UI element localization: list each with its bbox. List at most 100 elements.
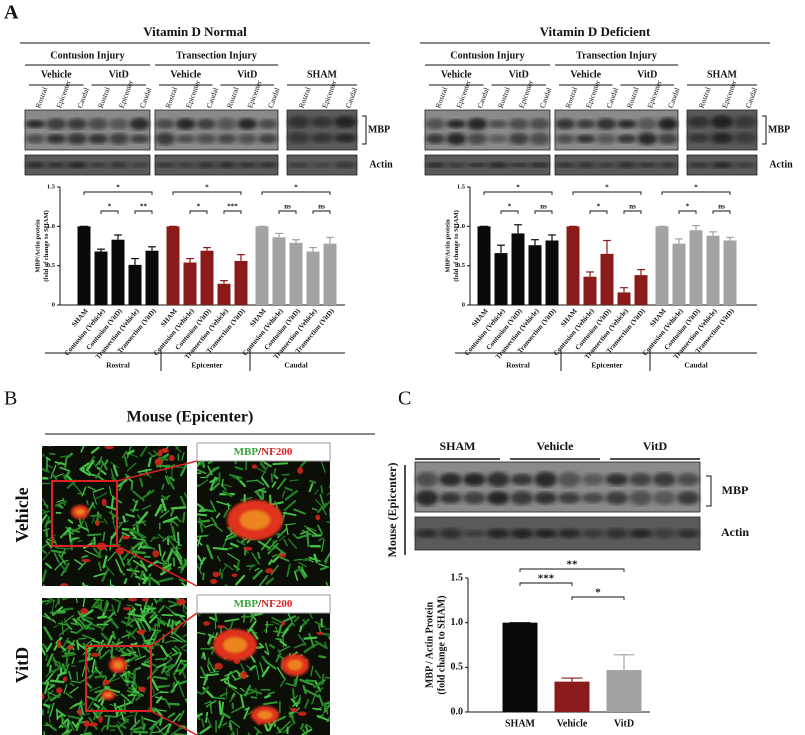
fiber — [199, 725, 212, 735]
row-label: Vehicle — [12, 487, 32, 542]
sig-bracket — [534, 210, 553, 214]
sig-bracket — [172, 191, 242, 195]
bar — [217, 283, 231, 305]
lane-label: Epicenter — [517, 79, 535, 110]
fiber — [254, 567, 260, 572]
stain-box — [196, 442, 331, 462]
fiber — [98, 462, 104, 476]
y-axis-label: MBP/Actin protein — [34, 219, 41, 273]
fiber — [120, 650, 131, 657]
fiber — [116, 600, 122, 613]
fiber — [67, 519, 74, 524]
fiber — [154, 696, 166, 701]
fiber — [209, 706, 213, 715]
stain-green: MBP — [234, 446, 259, 458]
stain-separator: / — [257, 598, 262, 610]
fiber — [107, 611, 116, 619]
fiber — [67, 714, 82, 720]
fiber — [166, 548, 174, 562]
blot-band — [616, 134, 637, 144]
fiber — [150, 602, 154, 609]
lane-label: Caudal — [75, 86, 91, 109]
fiber — [170, 508, 175, 517]
blot-frame — [414, 461, 701, 513]
fiber — [42, 584, 45, 586]
fiber — [103, 459, 109, 466]
blot-band — [439, 492, 463, 504]
fiber — [201, 686, 209, 695]
fiber — [62, 607, 74, 611]
fiber — [97, 561, 103, 572]
fiber — [96, 474, 106, 482]
axon — [212, 571, 220, 578]
axon — [231, 573, 238, 578]
blot-band — [87, 133, 108, 144]
fiber — [175, 549, 183, 559]
blot-bg — [155, 110, 278, 150]
fiber — [65, 623, 73, 630]
sig-bracket — [312, 210, 331, 214]
fiber — [123, 578, 128, 585]
fiber — [264, 694, 271, 699]
fiber — [171, 712, 181, 724]
lane-label: Rostral — [225, 86, 241, 109]
stain-red: NF200 — [261, 598, 293, 610]
sig-label: ns — [318, 203, 325, 211]
bar — [289, 242, 303, 305]
fiber — [326, 520, 330, 524]
stain-label: MBP/NF200 — [234, 446, 293, 458]
fiber — [123, 717, 129, 724]
fiber — [230, 720, 241, 728]
fiber — [281, 490, 286, 498]
fiber — [162, 516, 178, 524]
axon — [265, 568, 274, 574]
fiber — [202, 652, 207, 661]
fiber — [324, 700, 330, 705]
fiber — [63, 564, 69, 573]
fiber — [165, 605, 173, 612]
lane-label: Epicenter — [184, 79, 202, 110]
fiber — [49, 453, 56, 455]
blot-band — [596, 162, 617, 168]
fiber — [45, 642, 53, 653]
micrograph — [42, 598, 187, 735]
blot-band — [487, 162, 508, 168]
blot-band — [605, 528, 629, 539]
fiber — [275, 637, 283, 641]
fiber — [144, 659, 152, 664]
blot-band — [486, 472, 510, 487]
fiber — [328, 482, 330, 489]
fiber — [67, 670, 72, 680]
lane-label: Caudal — [138, 86, 154, 109]
blot-frame — [24, 154, 151, 176]
fiber — [317, 563, 330, 568]
fiber — [158, 544, 162, 557]
region-label: Mouse (Epicenter) — [385, 463, 399, 558]
bar — [494, 253, 508, 305]
blot-image — [554, 154, 679, 176]
lane-label: Rostral — [496, 86, 512, 109]
fiber — [326, 491, 330, 496]
blot-band — [439, 528, 463, 539]
fiber — [244, 684, 252, 697]
blot-band — [629, 529, 653, 538]
fiber — [42, 601, 44, 604]
axon — [102, 679, 110, 686]
blot-band — [257, 162, 278, 168]
fiber — [142, 576, 149, 585]
fiber — [52, 659, 61, 664]
fiber — [168, 622, 178, 627]
fiber — [78, 713, 91, 716]
fiber — [58, 553, 67, 566]
fiber — [202, 572, 205, 581]
blot-band — [486, 528, 510, 539]
blot-band — [637, 117, 658, 131]
fiber — [324, 676, 330, 679]
fiber — [71, 656, 75, 665]
bar — [77, 226, 91, 305]
fiber — [70, 622, 79, 626]
sig-bracket — [134, 210, 153, 214]
fiber — [133, 710, 139, 720]
fiber — [167, 712, 176, 719]
fiber — [197, 503, 204, 509]
